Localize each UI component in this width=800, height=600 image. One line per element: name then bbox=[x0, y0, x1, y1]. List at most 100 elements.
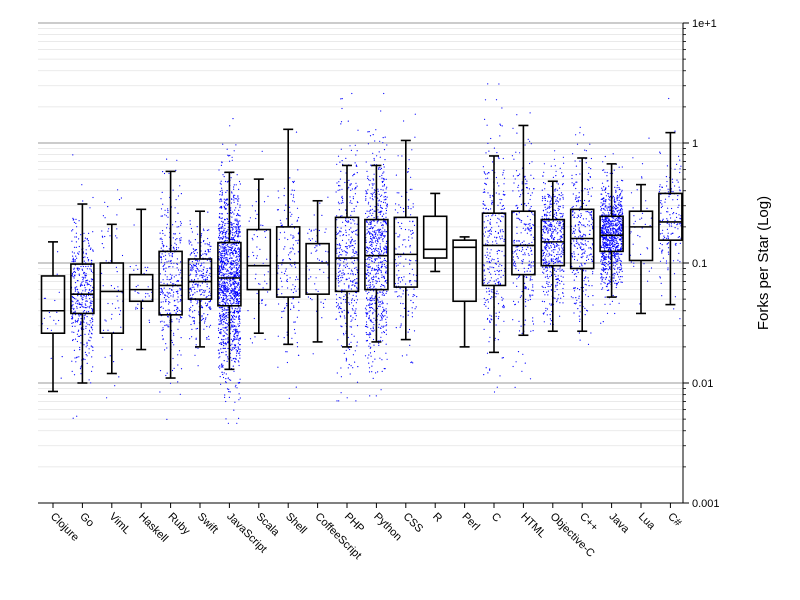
data-point bbox=[179, 238, 181, 240]
data-point bbox=[198, 313, 200, 315]
data-point bbox=[379, 156, 381, 158]
data-point bbox=[517, 351, 520, 353]
data-point bbox=[239, 295, 241, 297]
data-point bbox=[237, 234, 239, 236]
data-point bbox=[235, 301, 237, 303]
data-point bbox=[74, 271, 76, 274]
data-point bbox=[551, 224, 553, 226]
data-point bbox=[341, 107, 343, 110]
data-point bbox=[292, 235, 294, 237]
data-point bbox=[237, 346, 239, 348]
data-point bbox=[342, 198, 344, 200]
data-point bbox=[237, 254, 239, 256]
data-point bbox=[226, 218, 229, 220]
data-point bbox=[145, 292, 147, 295]
data-point bbox=[411, 361, 413, 363]
data-point bbox=[526, 232, 529, 234]
data-point bbox=[219, 294, 221, 296]
data-point bbox=[232, 232, 234, 234]
data-point bbox=[404, 228, 407, 231]
data-point bbox=[483, 191, 486, 193]
data-point bbox=[526, 180, 528, 182]
data-point bbox=[400, 206, 402, 208]
data-point bbox=[294, 253, 296, 255]
data-point bbox=[335, 191, 337, 193]
data-point bbox=[551, 235, 554, 237]
data-point bbox=[227, 270, 229, 272]
data-point bbox=[541, 196, 544, 198]
data-point bbox=[373, 317, 375, 319]
data-point bbox=[346, 259, 348, 261]
data-point bbox=[351, 308, 353, 310]
data-point bbox=[381, 318, 383, 320]
data-point bbox=[375, 269, 377, 271]
data-point bbox=[239, 215, 241, 217]
data-point bbox=[232, 330, 234, 333]
data-point bbox=[351, 210, 353, 213]
data-point bbox=[259, 283, 261, 285]
data-point bbox=[400, 277, 403, 279]
data-point bbox=[231, 238, 233, 240]
data-point bbox=[367, 143, 369, 145]
data-point bbox=[74, 282, 77, 284]
data-point bbox=[84, 351, 86, 353]
data-point bbox=[379, 339, 381, 342]
data-point bbox=[401, 155, 403, 157]
data-point bbox=[375, 273, 377, 275]
data-point bbox=[232, 253, 234, 255]
data-point bbox=[412, 295, 414, 298]
data-point bbox=[79, 306, 81, 308]
data-point bbox=[197, 365, 199, 367]
data-point bbox=[378, 253, 380, 255]
data-point bbox=[365, 198, 367, 200]
data-point bbox=[251, 342, 253, 344]
data-point bbox=[561, 250, 563, 252]
data-point bbox=[512, 259, 514, 261]
data-point bbox=[494, 337, 496, 339]
data-point bbox=[222, 294, 224, 296]
data-point bbox=[235, 346, 237, 348]
data-point bbox=[279, 277, 282, 279]
data-point bbox=[226, 333, 228, 336]
data-point bbox=[513, 158, 515, 160]
data-point bbox=[379, 248, 381, 250]
data-point bbox=[234, 261, 236, 263]
data-point bbox=[297, 169, 299, 171]
data-point bbox=[374, 241, 376, 243]
data-point bbox=[237, 224, 239, 226]
data-point bbox=[222, 174, 224, 176]
data-point bbox=[225, 290, 227, 292]
data-point bbox=[551, 260, 553, 262]
data-point bbox=[543, 225, 546, 227]
data-point bbox=[368, 131, 370, 133]
data-point bbox=[553, 239, 555, 241]
data-point bbox=[355, 154, 357, 156]
data-point bbox=[371, 208, 374, 210]
data-point bbox=[553, 269, 556, 271]
data-point bbox=[399, 281, 401, 283]
data-point bbox=[414, 113, 416, 115]
data-point bbox=[499, 238, 501, 240]
data-point bbox=[355, 165, 357, 167]
data-point bbox=[522, 254, 524, 256]
data-point bbox=[386, 290, 388, 293]
data-point bbox=[557, 262, 559, 264]
data-point bbox=[201, 307, 204, 309]
data-point bbox=[226, 281, 228, 283]
data-point bbox=[340, 231, 342, 233]
data-point bbox=[239, 254, 241, 256]
data-point bbox=[231, 229, 233, 231]
data-point bbox=[222, 246, 224, 248]
data-point bbox=[89, 340, 91, 342]
data-point bbox=[532, 261, 535, 263]
data-point bbox=[382, 227, 384, 229]
data-point bbox=[410, 230, 412, 232]
data-point bbox=[227, 342, 229, 344]
data-point bbox=[558, 294, 560, 296]
data-point bbox=[200, 254, 202, 257]
data-point bbox=[342, 221, 344, 223]
data-point bbox=[380, 285, 382, 288]
data-point bbox=[365, 161, 367, 163]
data-point bbox=[355, 186, 357, 189]
data-point bbox=[218, 283, 220, 285]
